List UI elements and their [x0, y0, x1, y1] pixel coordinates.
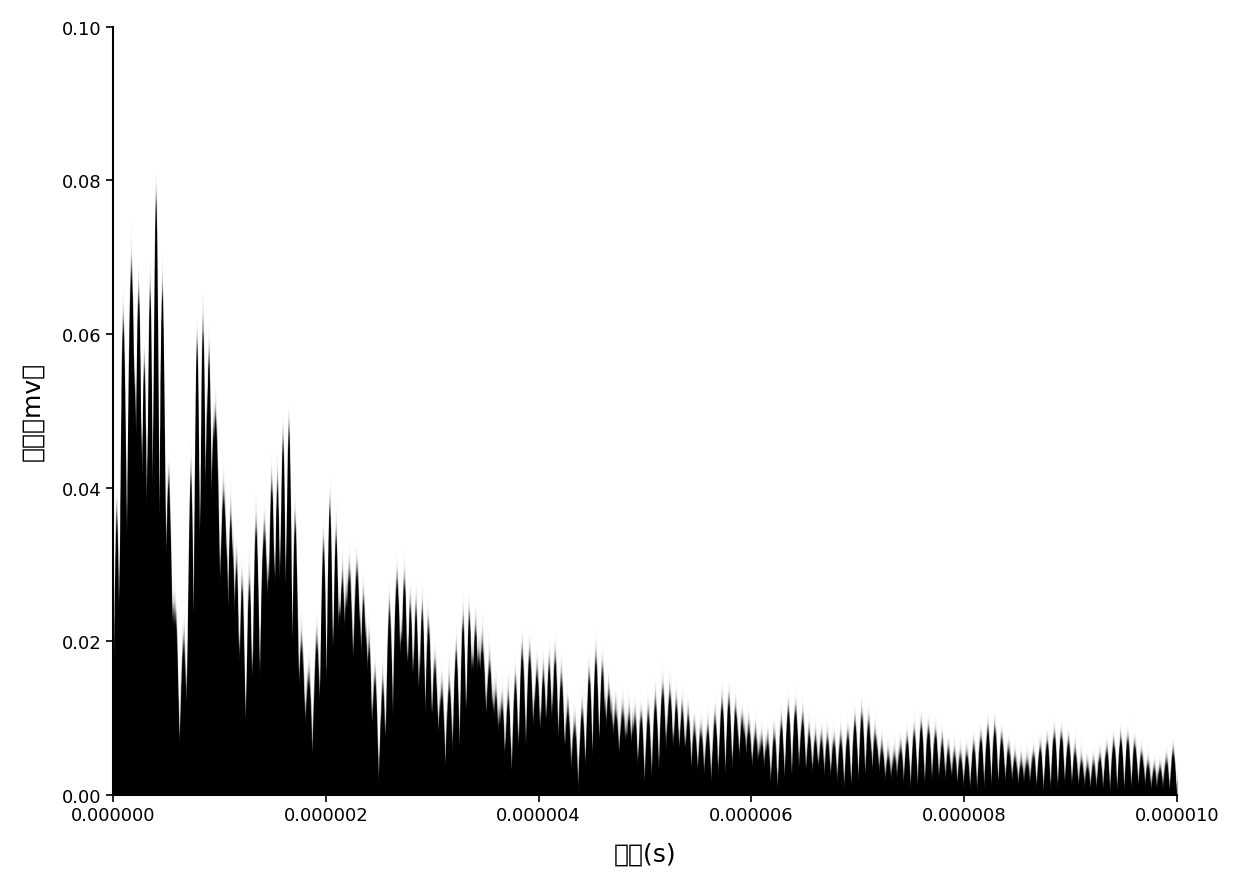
X-axis label: 时间(s): 时间(s) [614, 841, 676, 866]
Y-axis label: 幅値（mv）: 幅値（mv） [21, 361, 45, 461]
